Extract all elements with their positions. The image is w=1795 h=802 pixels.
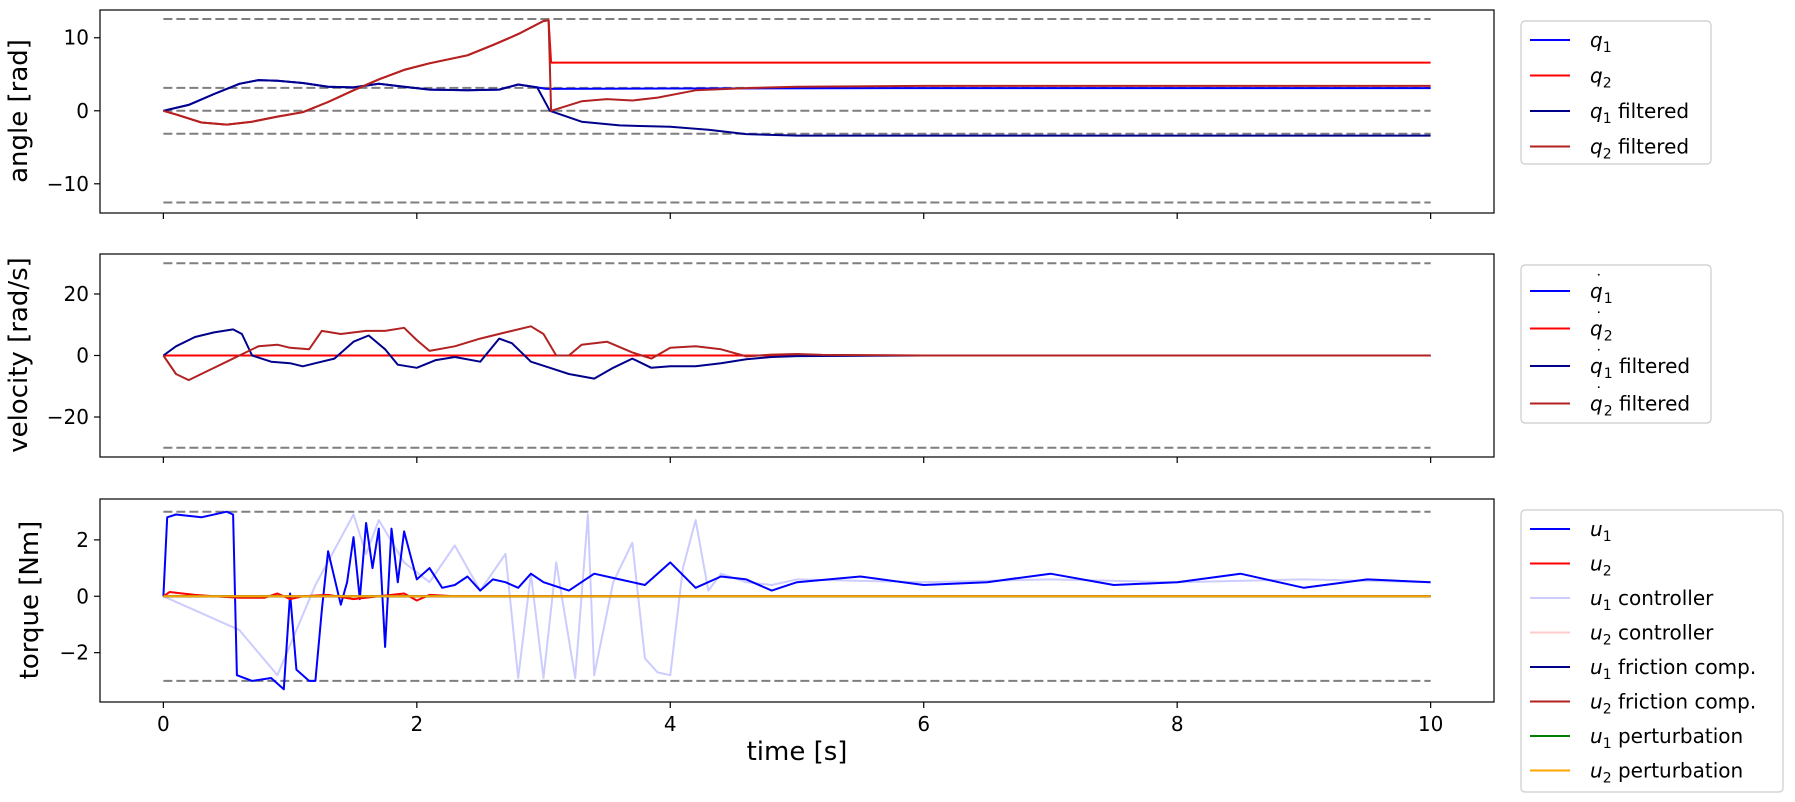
chart-panel-1: 10 0 −10 angle [rad] q1 q2 q1 filtered q2 filte… [4, 9, 1712, 219]
y-tick-label: 20 [64, 282, 89, 306]
legend-entry: q1 filtered [1590, 99, 1689, 127]
y-tick-label: 0 [76, 99, 89, 123]
y-tick-label: 2 [76, 528, 89, 552]
series-line [163, 19, 1431, 126]
legend-frame [1520, 509, 1784, 793]
y-tick-label: −20 [47, 405, 89, 429]
x-tick-label: 6 [917, 712, 930, 736]
legend-entry: u2 perturbation [1590, 759, 1743, 787]
legend-entry: q2 [1590, 64, 1612, 92]
legend-entry: u1 perturbation [1590, 724, 1743, 752]
y-tick-label: −2 [60, 641, 89, 665]
chart-panel-2: 20 0 −20 velocity [rad/s] q˙1q˙2q˙1 filtered… [4, 253, 1712, 463]
x-tick-label: 2 [410, 712, 423, 736]
y-axis-label: torque [Nm] [15, 521, 45, 680]
x-tick-label: 0 [157, 712, 170, 736]
series-line [162, 328, 1431, 380]
series-line [163, 19, 1431, 126]
y-tick-label: 0 [76, 344, 89, 368]
legend-entry: u1 controller [1590, 586, 1714, 614]
y-tick-label: 10 [64, 26, 89, 50]
x-tick-label: 8 [1171, 712, 1184, 736]
legend-entry: q1 [1590, 28, 1612, 56]
y-tick-label: 0 [76, 584, 89, 608]
y-axis-label: velocity [rad/s] [4, 257, 34, 453]
series-line [163, 79, 1431, 137]
series-line [162, 325, 1431, 382]
series-line [162, 510, 1431, 691]
legend-entry: u2 controller [1590, 621, 1714, 649]
y-axis-label: angle [rad] [4, 39, 34, 183]
legend: u1 u2 u1 controller u2 controller u1 frictio… [1520, 509, 1784, 793]
legend-entry: u1 [1590, 517, 1612, 545]
legend-entry: q˙2 filtered [1590, 384, 1690, 420]
x-tick-label: 10 [1418, 712, 1443, 736]
legend-frame [1520, 20, 1712, 165]
y-tick-label: −10 [47, 172, 89, 196]
legend-entry: u2 [1590, 552, 1612, 580]
legend-entry: q2 filtered [1590, 135, 1689, 163]
legend-entry: q˙2 [1590, 309, 1613, 345]
x-axis-label: time [s] [747, 737, 848, 767]
series-line [162, 513, 1431, 679]
legend-entry: u1 friction comp. [1590, 655, 1756, 683]
legend-frame [1520, 264, 1712, 424]
legend-entry: q˙1 filtered [1590, 346, 1690, 382]
axes-frame [99, 9, 1495, 214]
axes-frame [99, 498, 1495, 703]
legend-entry: q˙1 [1590, 271, 1613, 307]
x-tick-label: 4 [664, 712, 677, 736]
legend-entry: u2 friction comp. [1590, 690, 1756, 718]
legend: q1 q2 q1 filtered q2 filtered [1520, 20, 1712, 165]
series-line [163, 79, 1431, 112]
